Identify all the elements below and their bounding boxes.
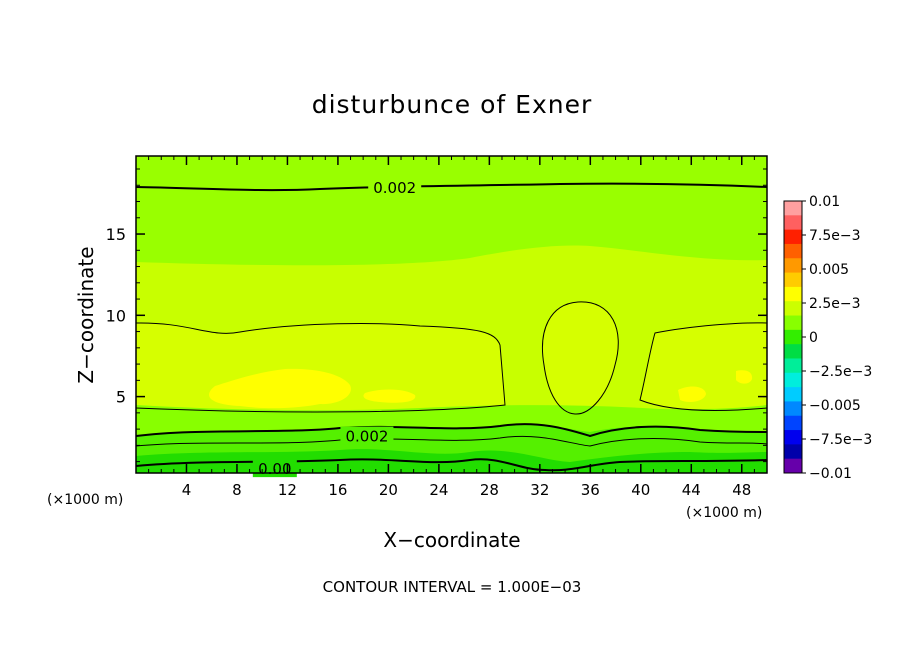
x-tick-label: 4 <box>182 481 192 499</box>
colorbar-swatch <box>784 315 802 331</box>
colorbar-swatch <box>784 243 802 259</box>
contour-interval-note: CONTOUR INTERVAL = 1.000E−03 <box>323 578 582 596</box>
colorbar-swatch <box>784 258 802 274</box>
field-band-right <box>640 322 767 411</box>
x-tick-label: 28 <box>480 481 499 499</box>
colorbar-swatch <box>784 344 802 359</box>
colorbar-swatch <box>784 358 802 374</box>
colorbar-label: 0.005 <box>809 262 849 278</box>
field-bubble <box>542 301 619 415</box>
y-tick-label: 5 <box>116 388 126 407</box>
colorbar-swatch <box>784 444 802 460</box>
x-tick-label: 16 <box>328 481 347 499</box>
colorbar-label: 0 <box>809 330 818 346</box>
minor-ticks <box>136 156 767 473</box>
x-unit-left: (×1000 m) <box>47 492 123 508</box>
colorbar-swatch <box>784 458 802 474</box>
contour-label: 0.002 <box>373 179 416 197</box>
plot-area <box>136 156 767 473</box>
colorbar-swatch <box>784 229 802 245</box>
colorbar-swatch <box>784 201 802 216</box>
colorbar-label: −2.5e−3 <box>809 364 872 380</box>
colorbar-swatch <box>784 415 802 431</box>
chart-title: disturbunce of Exner <box>312 90 593 119</box>
x-tick-label: 32 <box>530 481 549 499</box>
colorbar-swatch <box>784 372 802 388</box>
contour-label: 0.002 <box>345 428 388 446</box>
x-tick-label: 12 <box>278 481 297 499</box>
colorbar-swatch <box>784 272 802 288</box>
colorbar: 0.01 7.5e−3 0.005 2.5e−3 0 −2.5e−3 −0.005 −7.5e… <box>783 194 872 482</box>
colorbar-swatch <box>784 286 802 302</box>
x-tick-label: 8 <box>232 481 242 499</box>
colorbar-swatch <box>784 215 802 231</box>
colorbar-label: −0.01 <box>809 466 852 482</box>
colorbar-label: 2.5e−3 <box>809 296 861 312</box>
x-tick-label: 40 <box>631 481 650 499</box>
colorbar-label: −7.5e−3 <box>809 432 872 448</box>
x-tick-label: 48 <box>732 481 751 499</box>
colorbar-label: 7.5e−3 <box>809 228 861 244</box>
x-unit-right: (×1000 m) <box>686 505 762 521</box>
colorbar-swatch <box>784 401 802 417</box>
colorbar-label: 0.01 <box>809 194 840 210</box>
contour-label-bg <box>368 177 422 196</box>
y-tick-label: 10 <box>106 306 126 325</box>
colorbar-swatch <box>784 301 802 317</box>
contour-label-bg <box>340 426 394 445</box>
x-tick-label: 20 <box>379 481 398 499</box>
y-axis-label: Z−coordinate <box>74 246 98 383</box>
colorbar-swatch <box>784 430 802 445</box>
colorbar-label: −0.005 <box>809 398 861 414</box>
colorbar-swatch <box>784 329 802 345</box>
field-maxima <box>209 368 753 409</box>
y-tick-label: 15 <box>106 225 126 244</box>
x-tick-label: 36 <box>581 481 600 499</box>
x-tick-label: 24 <box>429 481 448 499</box>
x-axis-label: X−coordinate <box>383 528 520 552</box>
colorbar-swatch <box>784 387 802 402</box>
x-tick-label: 44 <box>682 481 701 499</box>
